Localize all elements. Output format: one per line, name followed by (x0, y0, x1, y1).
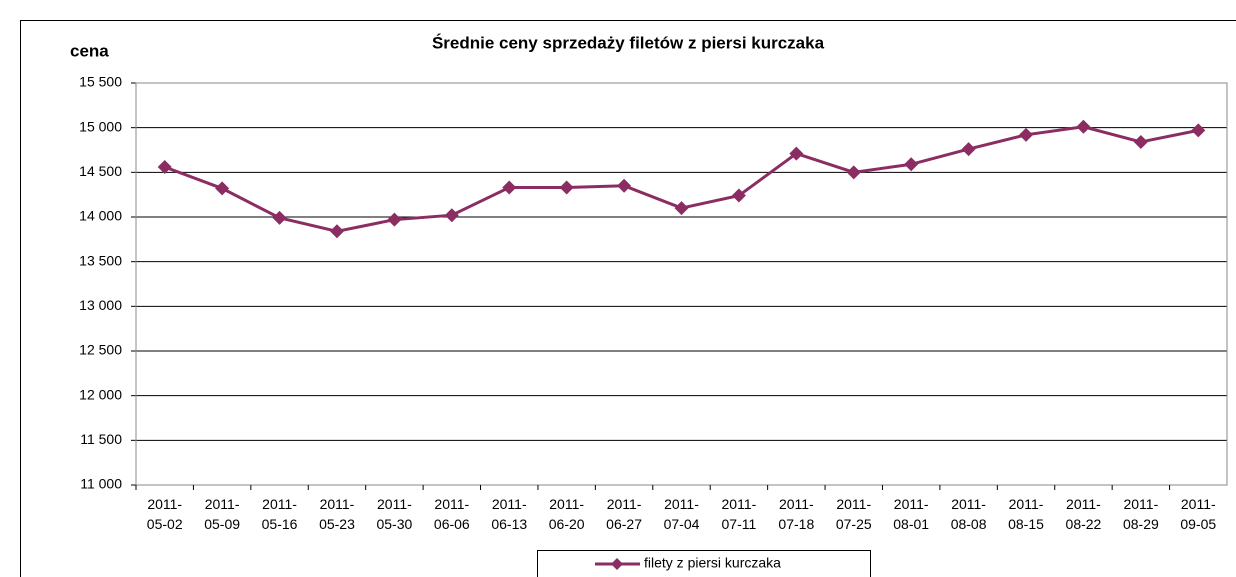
x-tick-label-line: 07-25 (836, 516, 872, 532)
x-tick-label-line: 2011- (320, 496, 355, 512)
x-tick-label-line: 2011- (951, 496, 986, 512)
data-point (1191, 123, 1206, 138)
legend-marker (611, 558, 623, 570)
x-tick-label-line: 2011- (205, 496, 240, 512)
legend-box (537, 550, 871, 577)
data-point (157, 159, 172, 174)
data-point (444, 208, 459, 223)
data-point (387, 212, 402, 227)
x-tick-label: 2011- 07-18 (778, 496, 814, 532)
y-tick-label: 14 000 (79, 208, 122, 224)
data-point (329, 224, 344, 239)
data-point (674, 201, 689, 216)
x-tick-label-line: 06-27 (606, 516, 642, 532)
y-tick-label: 14 500 (79, 163, 122, 179)
x-tick-label: 2011- 09-05 (1180, 496, 1216, 532)
x-tick-label: 2011- 08-22 (1066, 496, 1102, 532)
x-tick-label-line: 2011- (607, 496, 642, 512)
x-tick-label-line: 06-20 (549, 516, 585, 532)
x-tick-label: 2011- 05-30 (376, 496, 412, 532)
data-point (1133, 134, 1148, 149)
x-tick-label-line: 2011- (434, 496, 469, 512)
data-point (731, 188, 746, 203)
x-tick-label: 2011- 07-25 (836, 496, 872, 532)
x-tick-label-line: 08-29 (1123, 516, 1159, 532)
x-tick-label-line: 08-01 (893, 516, 929, 532)
x-tick-label-line: 2011- (1181, 496, 1216, 512)
data-point (559, 180, 574, 195)
series-line (164, 125, 1199, 233)
x-tick-label-line: 06-13 (491, 516, 527, 532)
x-tick-label-line: 2011- (1066, 496, 1101, 512)
legend-label: filety z piersi kurczaka (644, 555, 781, 571)
x-tick-label-line: 06-06 (434, 516, 470, 532)
y-tick-label: 15 500 (79, 74, 122, 90)
x-tick-label-line: 08-22 (1066, 516, 1102, 532)
chart-title: Średnie ceny sprzedaży filetów z piersi … (432, 33, 825, 52)
x-tick-label-line: 05-23 (319, 516, 355, 532)
x-tick-label: 2011- 08-01 (893, 496, 929, 532)
data-point (789, 146, 804, 161)
x-tick-label: 2011- 05-23 (319, 496, 355, 532)
y-tick-label: 15 000 (79, 118, 122, 134)
data-point (1076, 119, 1091, 134)
data-point (1019, 127, 1034, 142)
x-tick-label-line: 2011- (894, 496, 929, 512)
x-tick-label: 2011- 08-15 (1008, 496, 1044, 532)
y-tick-label: 12 500 (79, 342, 122, 358)
x-tick-label: 2011- 08-29 (1123, 496, 1159, 532)
x-tick-label-line: 07-18 (778, 516, 814, 532)
x-tick-label-line: 2011- (377, 496, 412, 512)
x-tick-label-line: 2011- (1123, 496, 1158, 512)
x-tick-label: 2011- 08-08 (951, 496, 987, 532)
y-tick-label: 11 000 (80, 476, 122, 492)
x-tick-label: 2011- 07-04 (664, 496, 700, 532)
x-tick-label: 2011- 05-09 (204, 496, 240, 532)
x-tick-label-line: 07-11 (722, 516, 757, 532)
data-point (904, 157, 919, 172)
data-point (502, 180, 517, 195)
x-tick-label: 2011- 06-27 (606, 496, 642, 532)
x-tick-label-line: 2011- (147, 496, 182, 512)
x-tick-label-line: 2011- (1009, 496, 1044, 512)
x-tick-label-line: 05-16 (262, 516, 298, 532)
x-tick-label-line: 2011- (492, 496, 527, 512)
x-tick-label: 2011- 06-06 (434, 496, 470, 532)
x-tick-label-line: 07-04 (664, 516, 700, 532)
y-axis-label: cena (70, 41, 109, 60)
x-tick-label-line: 05-09 (204, 516, 240, 532)
x-tick-label: 2011- 05-16 (262, 496, 298, 532)
x-tick-label-line: 2011- (262, 496, 297, 512)
x-tick-label-line: 2011- (664, 496, 699, 512)
y-tick-label: 11 500 (80, 431, 122, 447)
x-tick-label-line: 2011- (549, 496, 584, 512)
x-tick-label-line: 08-15 (1008, 516, 1044, 532)
chart-frame (20, 20, 1236, 577)
data-point (846, 165, 861, 180)
data-point (961, 142, 976, 157)
x-tick-label-line: 05-30 (376, 516, 412, 532)
x-tick-label: 2011- 06-20 (549, 496, 585, 532)
x-tick-label: 2011- 07-11 (722, 496, 757, 532)
x-tick-label-line: 2011- (836, 496, 871, 512)
x-tick-label: 2011- 06-13 (491, 496, 527, 532)
x-tick-label-line: 05-02 (147, 516, 183, 532)
y-tick-label: 13 000 (79, 297, 122, 313)
x-tick-label-line: 2011- (779, 496, 814, 512)
y-tick-label: 13 500 (79, 252, 122, 268)
data-point (617, 178, 632, 193)
y-tick-label: 12 000 (79, 386, 122, 402)
plot-area (135, 82, 1228, 486)
x-tick-label-line: 08-08 (951, 516, 987, 532)
x-tick-label: 2011- 05-02 (147, 496, 183, 532)
x-tick-label-line: 09-05 (1180, 516, 1216, 532)
data-point (272, 210, 287, 225)
x-tick-label-line: 2011- (722, 496, 757, 512)
data-point (215, 181, 230, 196)
